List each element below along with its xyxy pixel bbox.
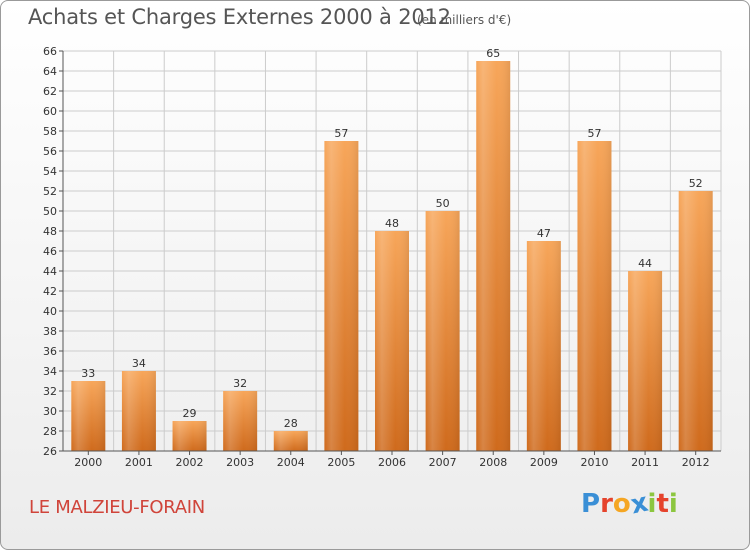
bar-sheen	[121, 371, 156, 451]
bar-sheen	[476, 61, 511, 451]
bar-sheen	[577, 141, 612, 451]
data-label: 48	[385, 217, 399, 230]
bar-2010: 57	[577, 127, 612, 451]
y-tick-label: 62	[43, 85, 57, 98]
bar-2008: 65	[476, 47, 511, 451]
x-tick-label: 2003	[226, 456, 254, 469]
x-tick-label: 2002	[176, 456, 204, 469]
data-label: 50	[436, 197, 450, 210]
y-tick-label: 44	[43, 265, 57, 278]
data-label: 57	[587, 127, 601, 140]
logo-letter: r	[600, 489, 613, 519]
x-tick-label: 2011	[631, 456, 659, 469]
y-tick-label: 56	[43, 145, 57, 158]
y-tick-label: 36	[43, 345, 57, 358]
x-tick-label: 2009	[530, 456, 558, 469]
y-tick-label: 42	[43, 285, 57, 298]
logo-letter: t	[656, 489, 669, 519]
bar-sheen	[425, 211, 460, 451]
data-label: 57	[334, 127, 348, 140]
x-tick-label: 2012	[682, 456, 710, 469]
axes: 26 28 30 32 34 36 38 40 42 44 46 48 50 52 54 56 58 60 62 64…	[43, 45, 721, 469]
bar-2007: 50	[425, 197, 460, 451]
y-tick-label: 58	[43, 125, 57, 138]
data-label: 28	[284, 417, 298, 430]
y-tick-label: 40	[43, 305, 57, 318]
logo-letter: i	[647, 489, 657, 519]
data-label: 33	[81, 367, 95, 380]
chart-title: Achats et Charges Externes 2000 à 2012	[28, 5, 451, 29]
proxiti-logo: Proxiti	[581, 488, 678, 521]
x-tick-label: 2006	[378, 456, 406, 469]
data-label: 65	[486, 47, 500, 60]
data-label: 34	[132, 357, 146, 370]
y-tick-label: 66	[43, 45, 57, 58]
x-tick-label: 2005	[327, 456, 355, 469]
data-label: 29	[183, 407, 197, 420]
y-tick-label: 46	[43, 245, 57, 258]
bar-2012: 52	[678, 177, 713, 451]
y-tick-label: 48	[43, 225, 57, 238]
place-name: LE MALZIEU-FORAIN	[29, 497, 205, 518]
x-tick-label: 2010	[580, 456, 608, 469]
x-tick-label: 2000	[74, 456, 102, 469]
y-tick-label: 50	[43, 205, 57, 218]
y-tick-label: 26	[43, 445, 57, 458]
bar-2005: 57	[324, 127, 359, 451]
x-tick-label: 2004	[277, 456, 305, 469]
data-label: 47	[537, 227, 551, 240]
bar-2001: 34	[121, 357, 156, 451]
data-label: 32	[233, 377, 247, 390]
y-tick-label: 38	[43, 325, 57, 338]
y-tick-label: 28	[43, 425, 57, 438]
chart-subtitle: (en milliers d'€)	[417, 13, 512, 27]
bar-2011: 44	[628, 257, 663, 451]
y-tick-label: 30	[43, 405, 57, 418]
bar-sheen	[375, 231, 409, 451]
bar-sheen	[223, 391, 258, 451]
bar-sheen	[628, 271, 663, 451]
data-label: 52	[689, 177, 703, 190]
data-label: 44	[638, 257, 652, 270]
logo-letter: P	[581, 489, 601, 519]
bar-sheen	[273, 431, 308, 451]
bar-sheen	[71, 381, 106, 451]
x-tick-label: 2001	[125, 456, 153, 469]
bar-sheen	[526, 241, 561, 451]
y-tick-label: 34	[43, 365, 57, 378]
bar-2004: 28	[273, 417, 308, 451]
x-tick-label: 2008	[479, 456, 507, 469]
y-tick-label: 60	[43, 105, 57, 118]
bar-2003: 32	[223, 377, 258, 451]
bars: 33 34 29 32 28 57 48 50 65 47 57 44 52	[71, 47, 713, 451]
x-tick-label: 2007	[429, 456, 457, 469]
bar-2009: 47	[526, 227, 561, 451]
bar-sheen	[324, 141, 359, 451]
logo-letter: o	[612, 489, 631, 519]
bar-2000: 33	[71, 367, 106, 451]
bar-sheen	[172, 421, 207, 451]
y-tick-label: 64	[43, 65, 57, 78]
logo-letter: i	[668, 489, 678, 519]
y-tick-label: 52	[43, 185, 57, 198]
y-tick-label: 32	[43, 385, 57, 398]
y-tick-label: 54	[43, 165, 57, 178]
bar-2006: 48	[375, 217, 409, 451]
bar-2002: 29	[172, 407, 207, 451]
bar-sheen	[678, 191, 713, 451]
